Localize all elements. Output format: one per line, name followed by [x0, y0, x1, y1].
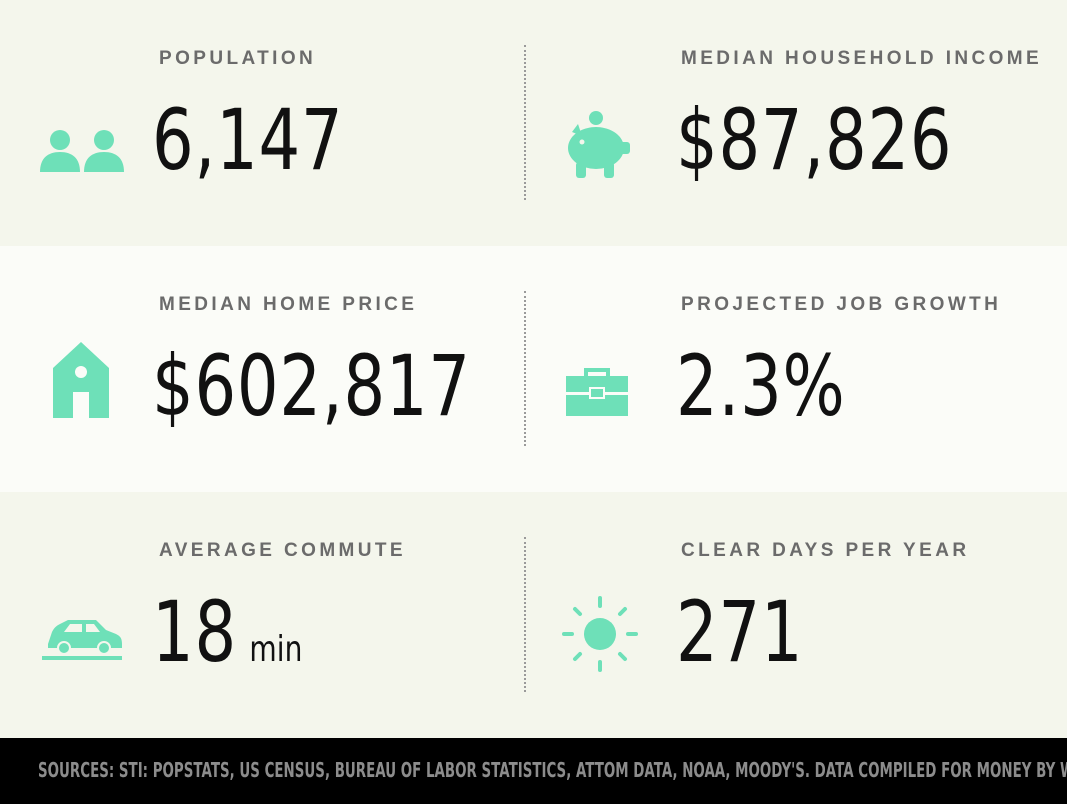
stat-value: 18 min	[152, 580, 302, 702]
stat-label: MEDIAN HOUSEHOLD INCOME	[681, 48, 1043, 69]
stat-value: $87,826	[676, 91, 953, 189]
stat-label: PROJECTED JOB GROWTH	[681, 294, 1002, 315]
stat-projected-job-growth: PROJECTED JOB GROWTH 2.3%	[526, 246, 1067, 492]
people-icon	[40, 128, 124, 172]
stats-row-1: POPULATION 6,147 MEDIAN HOUSEHOLD INCOME	[0, 0, 1067, 246]
sources-footer: SOURCES: STI: POPSTATS, US CENSUS, BUREA…	[0, 738, 1067, 804]
stat-median-household-income: MEDIAN HOUSEHOLD INCOME $87,826	[526, 0, 1067, 246]
stat-value: $602,817	[152, 337, 471, 435]
car-icon	[42, 616, 122, 660]
stat-median-home-price: MEDIAN HOME PRICE $602,817	[0, 246, 524, 492]
column-divider	[524, 45, 526, 200]
column-divider	[524, 537, 526, 692]
stat-population: POPULATION 6,147	[0, 0, 524, 246]
sources-text: SOURCES: STI: POPSTATS, US CENSUS, BUREA…	[38, 758, 1067, 782]
stat-value: 271	[676, 583, 804, 681]
briefcase-icon	[566, 368, 628, 416]
stat-value: 6,147	[152, 91, 344, 189]
column-divider	[524, 291, 526, 446]
stat-average-commute: AVERAGE COMMUTE 18 min	[0, 492, 524, 738]
commute-unit: min	[249, 629, 303, 670]
stat-label: CLEAR DAYS PER YEAR	[681, 540, 970, 561]
sun-icon	[562, 596, 638, 672]
stat-clear-days-per-year: CLEAR DAYS PER YEAR 271	[526, 492, 1067, 738]
stat-value: 2.3%	[676, 337, 846, 435]
commute-number: 18	[152, 583, 237, 681]
house-icon	[53, 342, 109, 418]
stat-label: POPULATION	[159, 48, 317, 69]
piggy-bank-icon	[564, 110, 632, 180]
stats-row-2: MEDIAN HOME PRICE $602,817 PROJECTED JOB…	[0, 246, 1067, 492]
stat-label: AVERAGE COMMUTE	[159, 540, 406, 561]
stats-row-3: AVERAGE COMMUTE 18 min CLEAR DAYS PER YEA…	[0, 492, 1067, 738]
stat-label: MEDIAN HOME PRICE	[159, 294, 418, 315]
